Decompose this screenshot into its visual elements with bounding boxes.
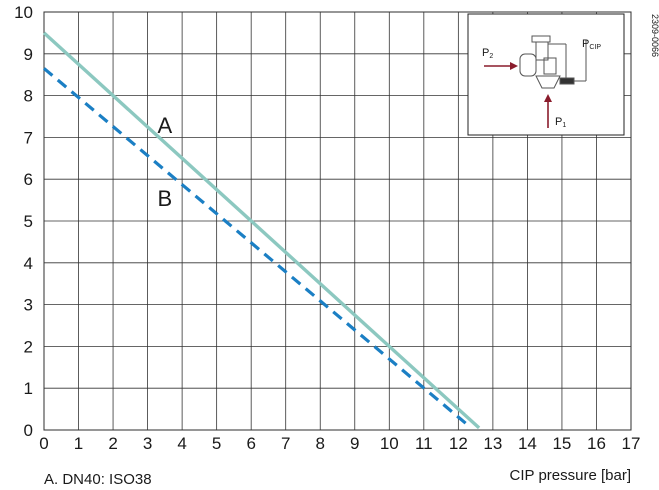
x-tick-label: 4: [177, 434, 186, 453]
series-line-b: [42, 67, 470, 428]
x-tick-labels: 0 1 2 3 4 5 6 7 8 9 10 11 12 13 14 15 16 17: [39, 434, 640, 453]
y-tick-label: 5: [24, 212, 33, 231]
x-tick-label: 17: [622, 434, 641, 453]
y-tick-label: 8: [24, 87, 33, 106]
x-tick-label: 1: [74, 434, 83, 453]
p2-label: P2: [482, 47, 493, 60]
document-code: 2309-0066: [650, 14, 659, 57]
x-tick-label: 13: [483, 434, 502, 453]
series-labels: AB: [158, 113, 173, 211]
x-tick-label: 2: [108, 434, 117, 453]
y-tick-label: 1: [24, 379, 33, 398]
x-tick-label: 12: [449, 434, 468, 453]
x-tick-label: 15: [552, 434, 571, 453]
y-tick-label: 7: [24, 128, 33, 147]
x-tick-label: 10: [380, 434, 399, 453]
x-tick-label: 14: [518, 434, 537, 453]
y-tick-label: 3: [24, 296, 33, 315]
series-lines: [42, 31, 481, 430]
grid: [43, 11, 632, 431]
y-tick-labels: 0 1 2 3 4 5 6 7 8 9 10: [14, 3, 33, 440]
series-label-b: B: [158, 186, 173, 211]
p1-label: P1: [555, 116, 566, 129]
x-tick-label: 0: [39, 434, 48, 453]
x-tick-label: 6: [246, 434, 255, 453]
series-label-a: A: [158, 113, 173, 138]
x-axis-title: CIP pressure [bar]: [510, 467, 631, 484]
x-tick-label: 16: [587, 434, 606, 453]
footnote: A. DN40: ISO38: [44, 471, 152, 488]
y-tick-label: 0: [24, 421, 33, 440]
y-tick-label: 10: [14, 3, 33, 22]
valve-inset: P2 PCIP P1: [467, 13, 625, 136]
y-tick-label: 2: [24, 337, 33, 356]
y-tick-label: 4: [24, 254, 33, 273]
x-tick-label: 3: [143, 434, 152, 453]
x-tick-label: 8: [316, 434, 325, 453]
series-line-a: [42, 31, 481, 430]
p2-arrow: [484, 62, 518, 70]
x-tick-label: 5: [212, 434, 221, 453]
x-tick-label: 11: [415, 434, 433, 453]
x-tick-label: 7: [281, 434, 290, 453]
valve-icon: [519, 35, 587, 89]
p1-arrow: [544, 94, 552, 128]
y-tick-label: 6: [24, 170, 33, 189]
x-tick-label: 9: [350, 434, 359, 453]
pcip-label: PCIP: [582, 38, 601, 51]
y-tick-label: 9: [24, 45, 33, 64]
